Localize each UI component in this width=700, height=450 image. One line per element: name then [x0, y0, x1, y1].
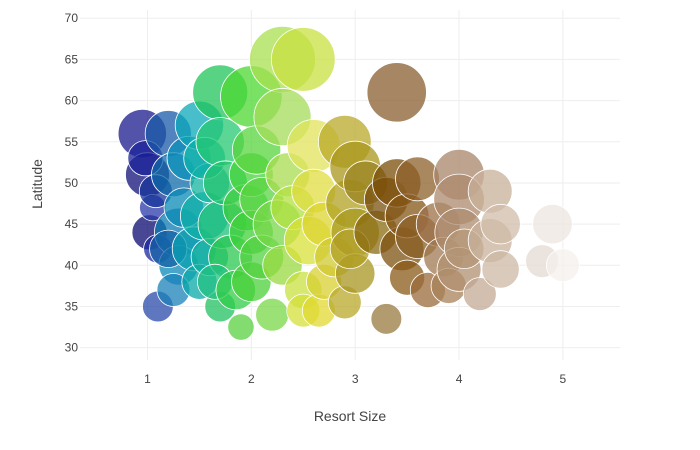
- x-tick-label: 1: [144, 372, 151, 386]
- scatter-point[interactable]: [227, 313, 255, 341]
- y-tick-label: 55: [65, 135, 79, 149]
- scatter-point[interactable]: [532, 203, 573, 245]
- x-tick-label: 4: [456, 372, 463, 386]
- x-axis-title: Resort Size: [314, 408, 387, 424]
- marker-layer: [117, 26, 580, 341]
- scatter-point[interactable]: [462, 277, 497, 312]
- y-tick-label: 35: [65, 299, 79, 313]
- y-tick-label: 60: [65, 94, 79, 108]
- scatter-point[interactable]: [366, 62, 427, 123]
- scatter-point[interactable]: [395, 156, 440, 202]
- y-tick-label: 50: [65, 176, 79, 190]
- x-tick-label: 3: [352, 372, 359, 386]
- scatter-point[interactable]: [370, 303, 403, 335]
- scatter-point[interactable]: [480, 203, 521, 245]
- y-tick-label: 40: [65, 258, 79, 272]
- x-tick-label: 5: [560, 372, 567, 386]
- x-tick-label: 2: [248, 372, 255, 386]
- scatter-point[interactable]: [481, 250, 520, 289]
- y-tick-label: 65: [65, 52, 79, 66]
- scatter-point[interactable]: [545, 248, 580, 283]
- scatter-point[interactable]: [270, 27, 336, 92]
- y-tick-label: 70: [65, 11, 79, 25]
- y-tick-label: 30: [65, 341, 79, 355]
- y-axis-title: Latitude: [29, 159, 45, 209]
- y-tick-label: 45: [65, 217, 79, 231]
- scatter-point[interactable]: [255, 297, 290, 332]
